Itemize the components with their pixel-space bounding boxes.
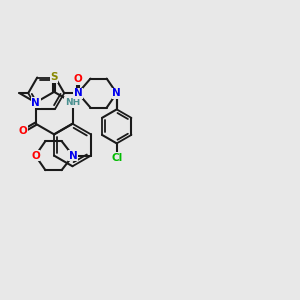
Text: N: N <box>68 151 77 160</box>
Text: N: N <box>74 88 82 98</box>
Text: N: N <box>112 88 121 98</box>
Text: N: N <box>31 98 40 107</box>
Text: S: S <box>50 72 58 82</box>
Text: O: O <box>74 74 82 84</box>
Text: NH: NH <box>65 98 80 107</box>
Text: O: O <box>31 151 40 160</box>
Text: Cl: Cl <box>111 153 122 163</box>
Text: O: O <box>19 126 28 136</box>
